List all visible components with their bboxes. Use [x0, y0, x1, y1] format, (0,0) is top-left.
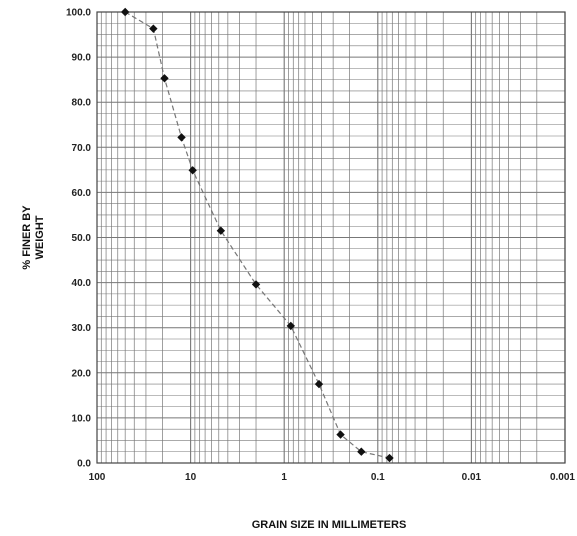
y-tick-label: 30.0: [72, 323, 92, 334]
x-tick-label: 0.01: [462, 472, 482, 483]
y-tick-label: 10.0: [72, 413, 92, 424]
data-point: [357, 447, 366, 456]
x-tick-label: 100: [89, 472, 106, 483]
data-point: [120, 7, 130, 17]
data-point: [251, 280, 261, 289]
data-point: [216, 226, 226, 235]
x-tick-labels: 100 10 1 0.1 0.01 0.001: [89, 472, 576, 483]
x-tick-label: 10: [185, 472, 197, 483]
y-tick-label: 0.0: [77, 459, 91, 470]
data-point: [314, 379, 324, 389]
plot-frame: [96, 11, 566, 464]
data-point: [286, 321, 296, 331]
x-tick-label: 1: [281, 472, 287, 483]
y-tick-label: 40.0: [72, 278, 92, 289]
data-point: [149, 24, 158, 33]
y-tick-labels: 0.0 10.0 20.0 30.0 40.0 50.0 60.0 70.0 80.0 90.0 1…: [66, 8, 91, 470]
series-line: [124, 11, 390, 459]
y-tick-label: 50.0: [72, 233, 92, 244]
data-point: [188, 166, 197, 175]
y-tick-label: 60.0: [72, 188, 92, 199]
x-tick-label: 0.001: [550, 472, 575, 483]
y-axis-title-line-2: WEIGHT: [34, 215, 46, 259]
x-tick-label: 0.1: [371, 472, 385, 483]
data-point: [385, 453, 394, 463]
grid: [97, 11, 566, 464]
data-point: [177, 133, 186, 142]
y-tick-label: 70.0: [72, 143, 92, 154]
y-axis-title-line-1: % FINER BY: [21, 205, 33, 270]
data-point: [336, 430, 345, 439]
y-tick-label: 20.0: [72, 368, 92, 379]
y-tick-label: 100.0: [66, 8, 91, 19]
x-axis-title: GRAIN SIZE IN MILLIMETERS: [252, 519, 407, 531]
y-tick-label: 80.0: [72, 98, 92, 109]
data-point: [160, 74, 169, 83]
series: [120, 7, 394, 463]
y-tick-label: 90.0: [72, 53, 92, 64]
